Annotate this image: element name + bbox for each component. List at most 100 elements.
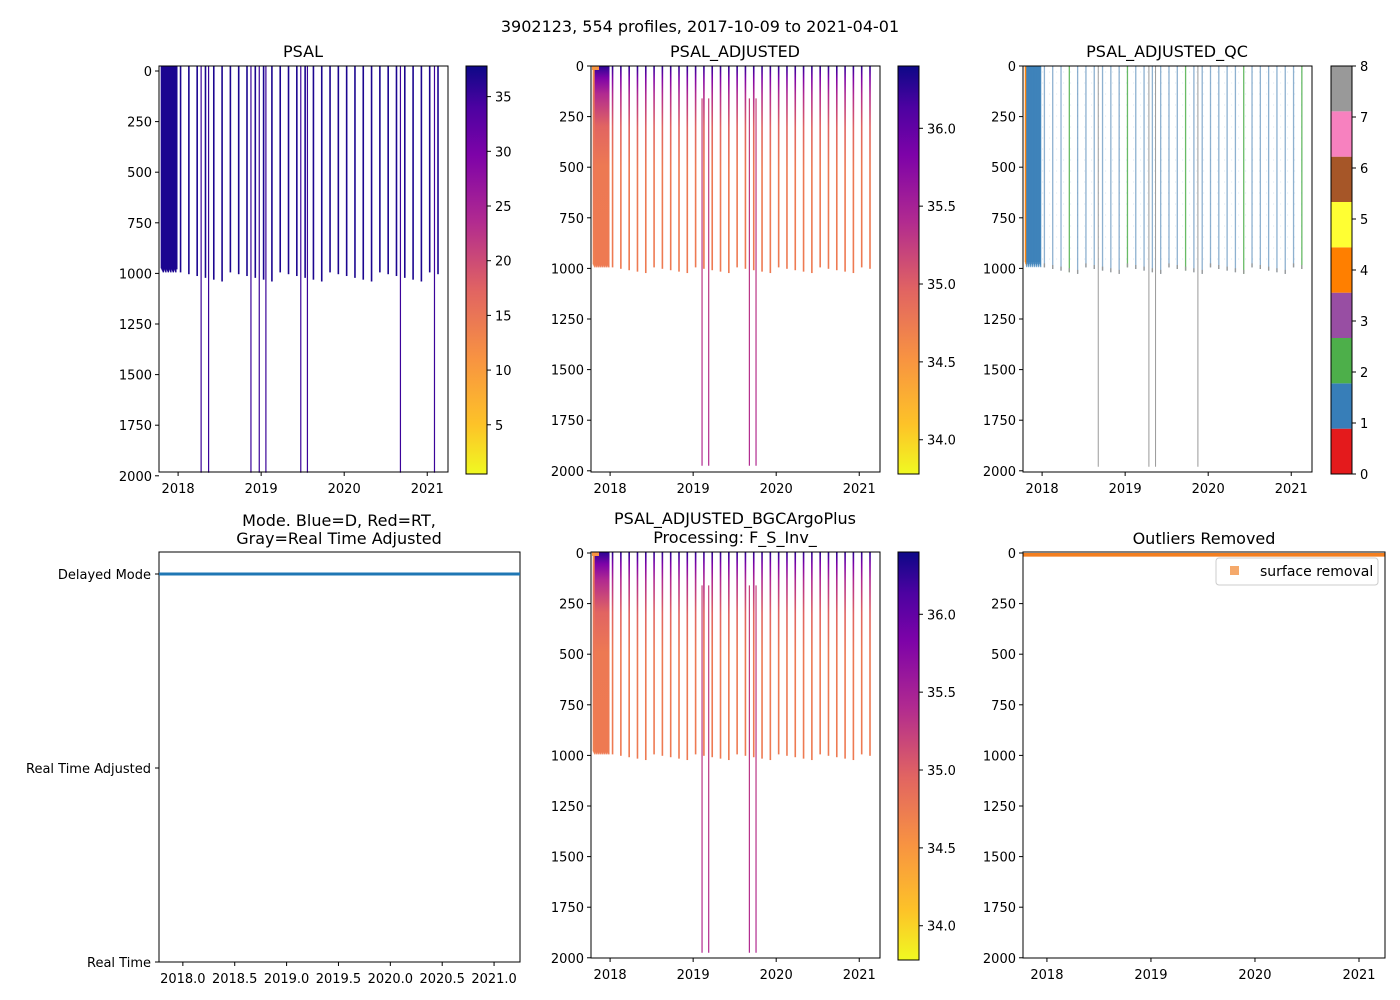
colorbar-tick-label: 0 [1360,468,1368,483]
y-tick-label: 1500 [551,851,584,866]
profile-bar-deep [250,66,252,473]
qc-profile-end [1068,268,1070,273]
y-tick-label: 1750 [983,414,1016,429]
x-tick-label: 2019 [677,482,710,497]
x-tick-label: 2019.5 [316,972,362,987]
profile-bar [827,66,830,269]
y-tick-label: 1500 [983,364,1016,379]
qc-profile-deep [1148,66,1150,467]
y-tick-label: 2000 [983,952,1016,967]
qc-profile-end [1276,268,1278,273]
outlier-band [1023,553,1385,557]
profile-bar [644,552,647,761]
y-tick-label: 1250 [551,800,584,815]
qc-colorbar-segment [1331,383,1352,429]
qc-profile [1259,66,1261,270]
qc-profile-end [1151,268,1154,273]
profile-bar [711,552,714,758]
qc-colorbar-segment [1331,292,1352,338]
profile-bar [237,66,240,275]
profile-bar-deep [433,66,436,473]
colorbar-tick-label: 34.0 [927,920,956,935]
x-tick-label: 2018 [1030,968,1063,983]
profile-bar [844,66,846,272]
profile-bar [608,66,610,268]
qc-profile [1201,66,1203,274]
surface-band [592,552,599,556]
qc-profile [1193,66,1195,273]
profile-bar [819,552,821,755]
y-category-label: Delayed Mode [58,568,151,583]
x-tick-label: 2019 [1109,482,1142,497]
profile-bar [636,66,639,272]
colorbar-tick-label: 30 [495,145,512,160]
x-tick-label: 2018.5 [212,972,258,987]
suptitle: 3902123, 554 profiles, 2017-10-09 to 202… [501,17,899,36]
x-tick-label: 2019 [1134,968,1167,983]
x-tick-label: 2019 [677,968,710,983]
qc-profile [1093,66,1095,270]
y-tick-label: 2000 [551,465,584,480]
y-tick-label: 250 [559,111,584,126]
panel-qc-frame [1022,65,1313,473]
qc-profile [1143,66,1145,271]
y-category-label: Real Time Adjusted [26,762,151,777]
qc-colorbar-segment [1331,247,1352,293]
profile-bar [176,66,178,270]
qc-profile [1251,66,1253,268]
profile-bar [719,552,722,759]
profile-bar [312,66,315,280]
profile-bar-deep [265,66,267,473]
colorbar-tick-label: 35 [495,91,512,106]
qc-profile [1126,66,1129,268]
qc-profile-end [1043,263,1046,268]
y-tick-label: 500 [991,161,1016,176]
qc-profile-deep [1155,66,1157,467]
profile-bar [736,552,738,755]
profile-bar [420,66,423,282]
profile-bar [254,66,257,278]
x-tick-label: 2021 [843,482,876,497]
profile-bar [769,552,772,761]
colorbar-tick-label: 36.0 [927,122,956,137]
qc-profile [1267,66,1270,271]
qc-profile-deep [1197,66,1199,467]
qc-profile [1085,66,1087,268]
panel-bgcargoplus-title-line2: Processing: F_S_Inv_ [653,528,818,548]
profile-bar [736,66,738,268]
qc-profile [1043,66,1046,268]
qc-profile [1135,66,1137,270]
colorbar-tick-label: 7 [1360,111,1368,126]
profile-bar [345,66,348,277]
y-tick-label: 250 [559,598,584,613]
colorbar-tick-label: 3 [1360,315,1368,330]
colorbar-tick-label: 20 [495,255,512,270]
profile-bar [728,552,730,761]
profile-bar [860,66,863,268]
profile-bar [719,66,722,272]
profile-bar [728,66,730,274]
y-tick-label: 0 [576,547,584,562]
colorbar-tick-label: 35.5 [927,200,956,215]
panel-psal-adjusted: PSAL_ADJUSTED 0 250 500 750 1000 1250 1500 1750… [551,42,956,497]
qc-profile-end [1168,263,1170,268]
qc-profile [1168,66,1170,268]
y-tick-label: 1250 [983,800,1016,815]
colorbar-tick-label: 15 [495,309,512,324]
profile-bar-deep [399,66,402,473]
colorbar-tick-label: 35.0 [927,278,956,293]
profile-bar [229,66,232,273]
qc-profile-end [1284,269,1286,274]
colorbar-tick-label: 25 [495,200,512,215]
profile-bar [653,66,655,268]
y-tick-label: 2000 [983,465,1016,480]
qc-profile-end [1076,269,1079,274]
profile-bar-deep [300,66,302,473]
qc-profile [1234,66,1237,273]
profile-bar [761,66,763,272]
profile-bar [694,552,697,755]
qc-colorbar-segment [1331,156,1352,202]
y-tick-label: 1250 [983,313,1016,328]
qc-profile-end [1135,265,1137,270]
profile-bar [794,552,797,758]
